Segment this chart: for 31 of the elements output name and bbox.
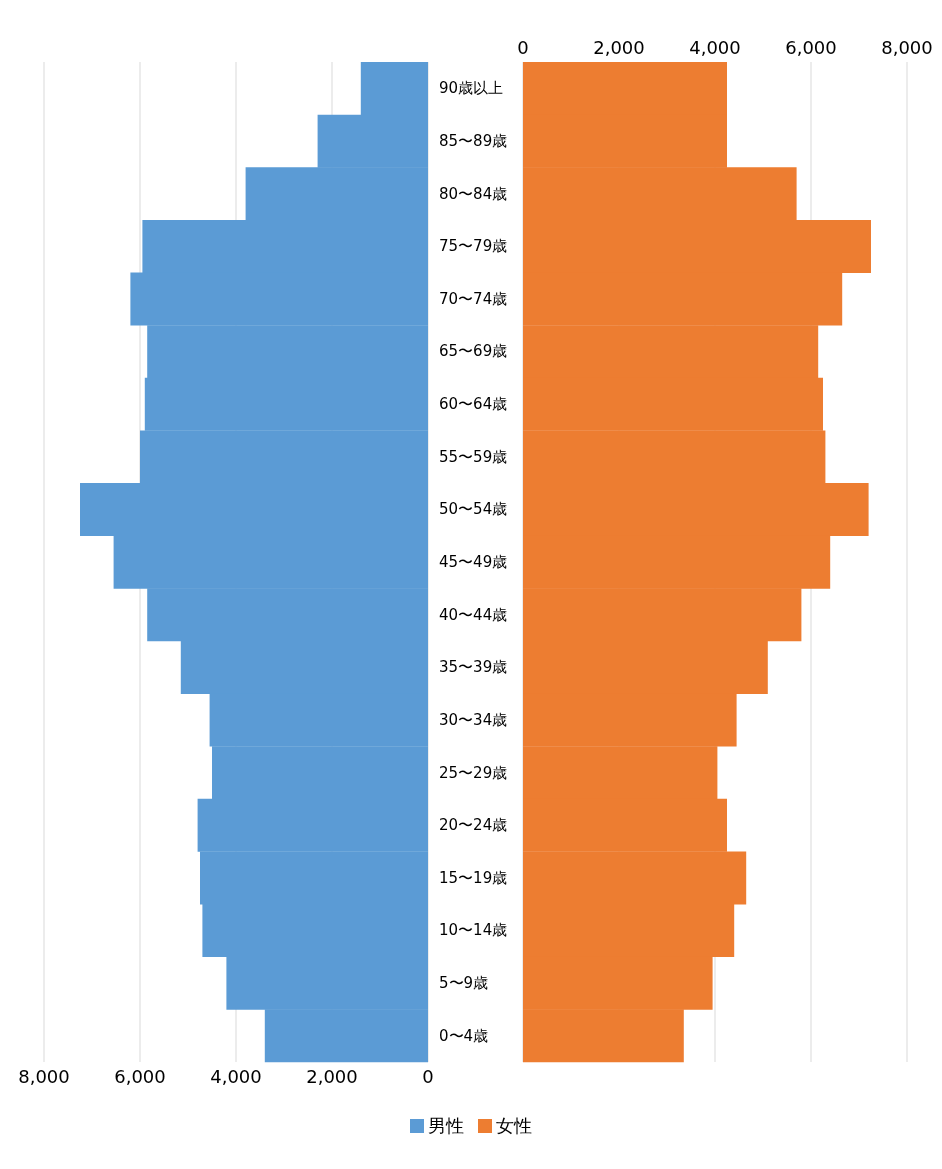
y-tick-label: 15〜19歳 [439, 868, 508, 887]
x-tick-label: 6,000 [785, 37, 837, 58]
y-tick-label: 80〜84歳 [439, 184, 508, 203]
y-tick-label: 70〜74歳 [439, 289, 508, 308]
x-tick-label: 8,000 [18, 1065, 70, 1087]
x-tick-label: 6,000 [114, 1065, 166, 1087]
y-tick-label: 30〜34歳 [439, 710, 508, 729]
x-tick-label: 2,000 [306, 1065, 358, 1087]
x-tick-label: 8,000 [881, 37, 933, 58]
x-tick-label: 0 [517, 37, 529, 58]
y-tick-label: 85〜89歳 [439, 131, 508, 150]
y-tick-label: 20〜24歳 [439, 816, 508, 835]
y-tick-label: 75〜79歳 [439, 237, 508, 256]
y-tick-label: 10〜14歳 [439, 921, 508, 940]
y-tick-label: 25〜29歳 [439, 763, 508, 782]
legend-label: 男性 [428, 1114, 464, 1138]
y-tick-label: 35〜39歳 [439, 658, 508, 677]
y-tick-label: 5〜9歳 [439, 974, 489, 993]
x-tick-label: 4,000 [689, 37, 741, 58]
y-tick-label: 50〜54歳 [439, 500, 508, 519]
legend-label: 女性 [496, 1114, 532, 1138]
y-tick-label: 60〜64歳 [439, 395, 508, 414]
y-tick-label: 55〜59歳 [439, 447, 508, 466]
y-tick-label: 45〜49歳 [439, 553, 508, 571]
y-tick-label: 65〜69歳 [439, 342, 508, 361]
x-tick-label: 2,000 [593, 37, 645, 58]
y-tick-label: 0〜4歳 [439, 1026, 489, 1045]
y-tick-label: 40〜44歳 [439, 605, 508, 624]
x-tick-label: 4,000 [210, 1065, 262, 1087]
x-tick-label: 0 [422, 1065, 434, 1087]
y-tick-label: 90歳以上 [439, 79, 504, 98]
